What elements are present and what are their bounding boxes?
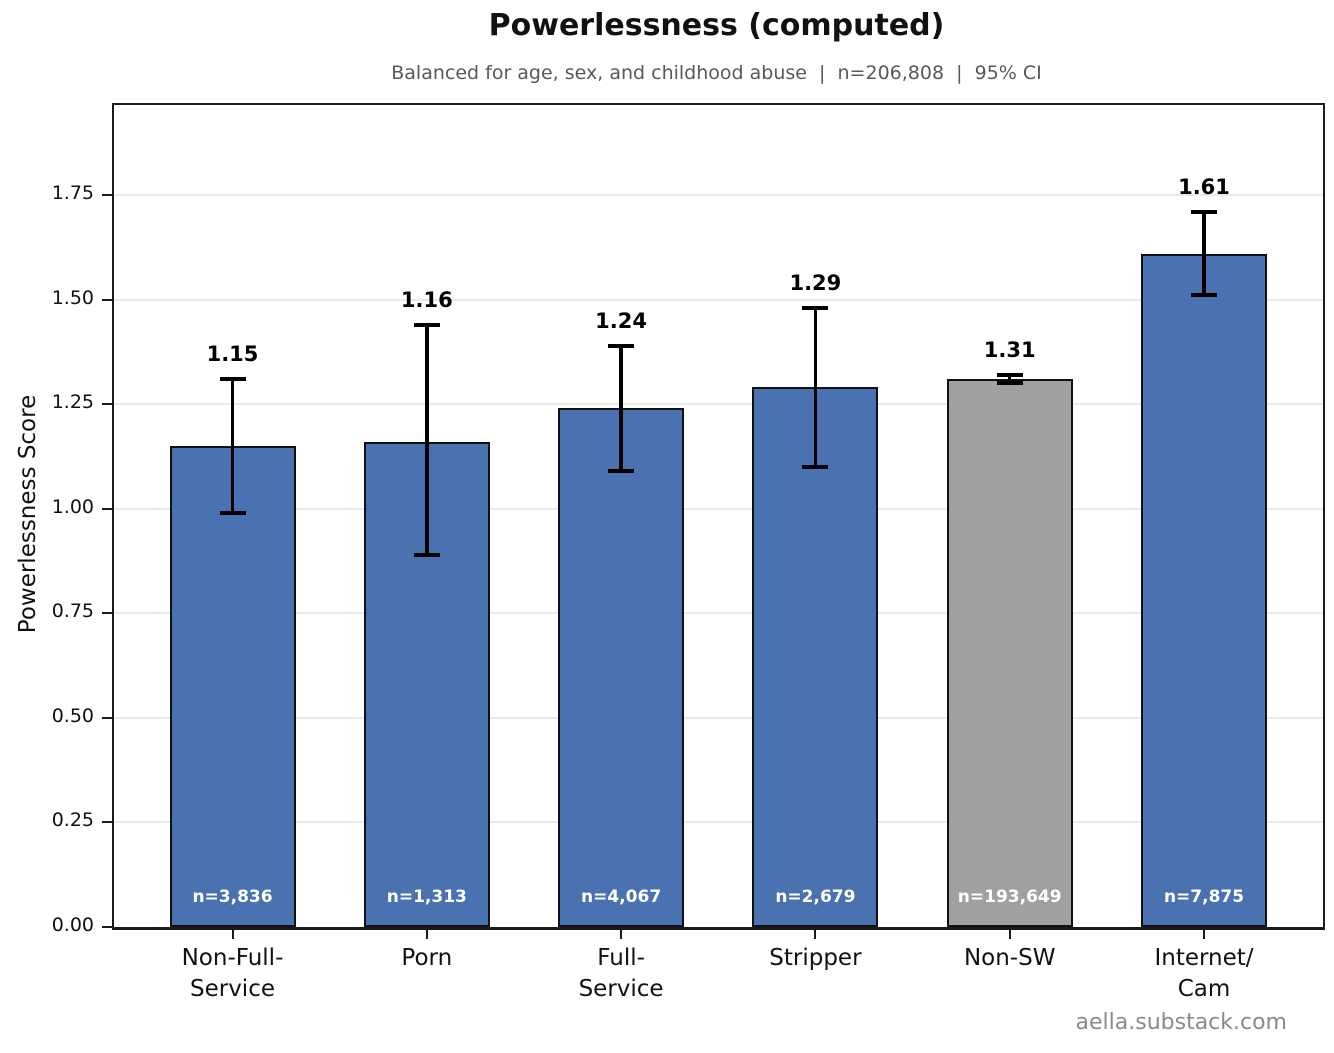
x-tick-label-line: Stripper: [769, 945, 862, 971]
x-tick-label: Stripper: [705, 943, 925, 974]
x-tick-label-line: Non-Full-: [181, 945, 284, 971]
x-tick-mark: [425, 930, 428, 939]
bar-value-label: 1.16: [400, 287, 453, 312]
chart-subtitle: Balanced for age, sex, and childhood abu…: [391, 62, 1042, 84]
bar-non-full-service: [169, 445, 296, 927]
watermark: aella.substack.com: [1075, 1010, 1287, 1035]
x-tick-label: Non-Full- Service: [123, 943, 343, 1005]
error-bar-cap-top: [219, 377, 246, 381]
chart-title: Powerlessness (computed): [488, 8, 945, 43]
error-bar-cap-top: [413, 322, 440, 327]
y-gridline: [114, 716, 1323, 719]
error-bar-cap-bottom: [802, 464, 829, 469]
y-gridline: [114, 403, 1323, 406]
x-tick-label-line: Service: [189, 976, 275, 1002]
y-tick-mark: [102, 821, 112, 824]
y-tick-label: 0.25: [51, 809, 94, 832]
y-tick-mark: [102, 507, 112, 510]
bar-n-label: n=2,679: [775, 887, 856, 907]
y-tick-label: 1.75: [51, 181, 94, 204]
bar-n-label: n=4,067: [581, 887, 662, 907]
bar-non-sw: [946, 379, 1073, 927]
plot-area: 0.00 0.25 0.50 0.75 1.00 1.25 1.50 1.75 1.15 n=3,…: [52, 103, 1325, 1002]
error-bar-cap-bottom: [1191, 293, 1217, 298]
x-tick-label-line: Non-SW: [963, 945, 1056, 971]
y-gridline: [114, 821, 1323, 824]
y-tick-mark: [102, 298, 112, 301]
error-bar-cap-bottom: [996, 381, 1023, 386]
x-tick-label-line: Full-: [597, 945, 645, 971]
error-bar-cap-bottom: [219, 510, 246, 515]
error-bar-cap-top: [996, 372, 1023, 377]
bar-full-service: [558, 408, 685, 927]
error-bar-cap-bottom: [413, 552, 440, 557]
y-tick-mark: [102, 716, 112, 719]
error-bar-line: [813, 307, 818, 467]
y-gridline: [114, 507, 1323, 510]
y-tick-mark: [102, 926, 112, 928]
x-tick-label: Porn: [317, 943, 537, 974]
bar-value-label: 1.15: [206, 342, 259, 366]
y-tick-mark: [102, 612, 112, 615]
y-tick-label: 1.50: [51, 286, 94, 309]
y-tick-label: 1.00: [51, 495, 94, 518]
error-bar-line: [1007, 374, 1012, 384]
y-tick-label: 1.25: [51, 391, 94, 414]
error-bar-line: [1202, 211, 1206, 296]
bar-value-label: 1.24: [595, 308, 647, 333]
error-bar-line: [619, 345, 623, 472]
y-tick-mark: [102, 403, 112, 406]
y-gridline: [114, 193, 1323, 196]
bar-n-label: n=7,875: [1163, 887, 1245, 907]
x-tick-label-line: Internet/: [1154, 945, 1254, 971]
y-tick-mark: [102, 193, 112, 196]
x-tick-mark: [1008, 930, 1011, 939]
bar-value-label: 1.31: [983, 337, 1036, 362]
bar-internet-cam: [1141, 253, 1267, 927]
bar-stripper: [752, 387, 879, 927]
error-bar-cap-top: [1191, 209, 1217, 214]
bar-n-label: n=193,649: [957, 887, 1062, 907]
x-tick-label-line: Porn: [401, 945, 453, 971]
x-tick-mark: [231, 930, 234, 939]
bar-n-label: n=1,313: [386, 887, 467, 907]
x-tick-label-line: Service: [578, 976, 664, 1002]
error-bar-cap-bottom: [608, 469, 635, 474]
x-tick-label: Full- Service: [511, 943, 731, 1005]
error-bar-cap-top: [802, 305, 829, 310]
bar-value-label: 1.61: [1178, 174, 1230, 199]
x-tick-label: Internet/Cam: [1094, 943, 1314, 1005]
error-bar-cap-top: [608, 343, 635, 348]
error-bar-line: [425, 324, 429, 555]
x-tick-mark: [1203, 930, 1205, 939]
y-tick-label: 0.00: [51, 914, 94, 936]
error-bar-line: [230, 379, 235, 513]
x-tick-mark: [814, 930, 817, 939]
x-tick-mark: [620, 930, 623, 939]
x-tick-label: Non-SW: [900, 943, 1120, 974]
y-gridline: [114, 298, 1323, 301]
y-tick-label: 0.75: [51, 600, 94, 623]
x-tick-label-line: Cam: [1177, 976, 1231, 1002]
y-tick-label: 0.50: [51, 704, 94, 727]
bar-value-label: 1.29: [789, 270, 842, 295]
y-gridline: [114, 612, 1323, 615]
bar-n-label: n=3,836: [192, 887, 273, 907]
